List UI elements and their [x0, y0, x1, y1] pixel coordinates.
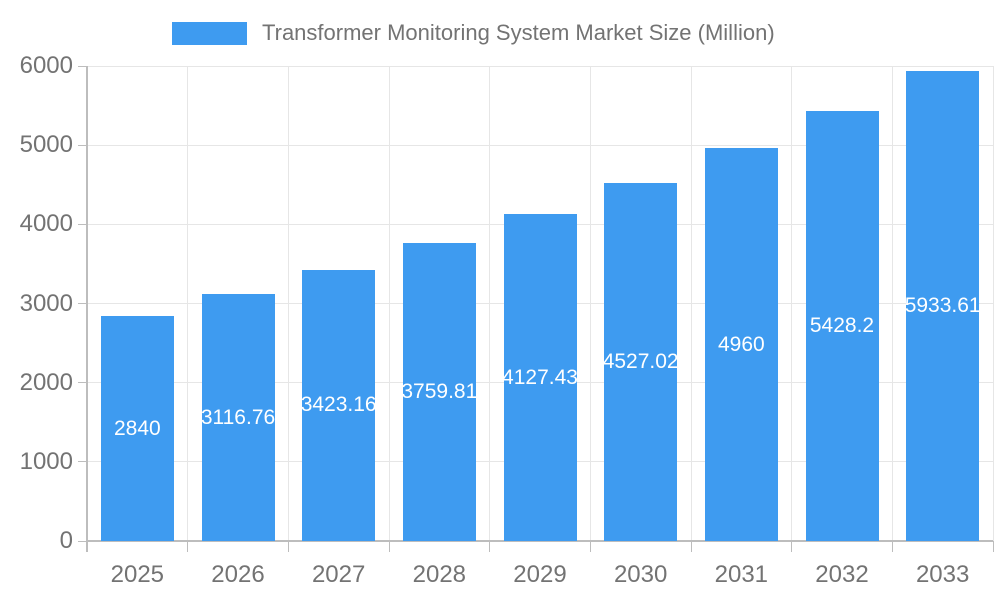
v-gridline: [589, 66, 591, 541]
x-axis-label: 2033: [915, 561, 970, 588]
x-tick: [489, 541, 491, 552]
bar-value-label: 4527.02: [604, 349, 678, 373]
x-tick: [287, 541, 289, 552]
x-tick: [187, 541, 189, 552]
x-axis-label: 2026: [211, 561, 265, 588]
y-axis-label: 4000: [19, 210, 73, 238]
y-tick: [78, 303, 87, 304]
y-tick: [78, 540, 87, 542]
bar-value-label: 5428.2: [809, 314, 875, 338]
y-axis-label: 1000: [19, 447, 73, 475]
bar: 5933.61: [906, 71, 980, 541]
bar-value-label: 2840: [113, 416, 161, 440]
bar-value-label: 3423.16: [302, 393, 376, 417]
bar-value-label: 4960: [717, 332, 765, 356]
h-gridline: [87, 65, 993, 67]
y-tick: [78, 461, 87, 463]
x-axis-label: 2027: [311, 561, 366, 588]
bar: 3759.81: [402, 243, 476, 541]
bar: 4527.02: [604, 182, 678, 541]
y-axis-label: 6000: [19, 52, 73, 79]
y-axis-label: 0: [59, 527, 73, 554]
y-axis-label: 5000: [19, 131, 73, 159]
x-axis-label: 2030: [613, 561, 668, 588]
legend-swatch-icon: [172, 21, 247, 45]
x-axis-line: [87, 540, 993, 542]
bar: 2840: [100, 316, 174, 541]
v-gridline: [891, 66, 893, 541]
h-gridline: [87, 144, 993, 146]
y-tick: [78, 223, 87, 225]
v-gridline: [287, 66, 289, 541]
x-axis-label: 2029: [513, 561, 567, 588]
bar: 4960: [704, 148, 778, 541]
x-tick: [589, 541, 591, 552]
v-gridline: [388, 66, 390, 541]
x-axis-label: 2025: [110, 561, 165, 588]
y-axis-label: 2000: [19, 368, 73, 396]
v-gridline: [992, 66, 994, 541]
x-tick: [992, 541, 994, 552]
x-tick: [388, 541, 390, 552]
y-tick: [78, 382, 87, 384]
x-axis-label: 2031: [714, 561, 769, 588]
bar: 5428.2: [805, 111, 879, 541]
bar-value-label: 4127.43: [503, 365, 577, 389]
bar-value-label: 3116.76: [201, 405, 275, 429]
v-gridline: [489, 66, 491, 541]
x-tick: [690, 541, 692, 552]
x-tick: [891, 541, 893, 552]
v-gridline: [690, 66, 692, 541]
bar: 3423.16: [302, 269, 376, 541]
x-tick: [791, 541, 793, 552]
legend[interactable]: Transformer Monitoring System Market Siz…: [172, 20, 775, 46]
y-axis-line: [86, 66, 88, 552]
legend-label: Transformer Monitoring System Market Siz…: [262, 20, 775, 45]
bar: 3116.76: [201, 294, 275, 541]
v-gridline: [791, 66, 793, 541]
x-axis-label: 2028: [412, 561, 467, 588]
y-tick: [78, 144, 87, 146]
v-gridline: [187, 66, 189, 541]
bar: 4127.43: [503, 214, 577, 541]
y-tick: [78, 65, 87, 67]
bar-value-label: 5933.61: [906, 294, 980, 318]
y-axis-label: 3000: [19, 289, 73, 317]
bar-value-label: 3759.81: [402, 380, 476, 404]
x-axis-label: 2032: [815, 561, 869, 588]
